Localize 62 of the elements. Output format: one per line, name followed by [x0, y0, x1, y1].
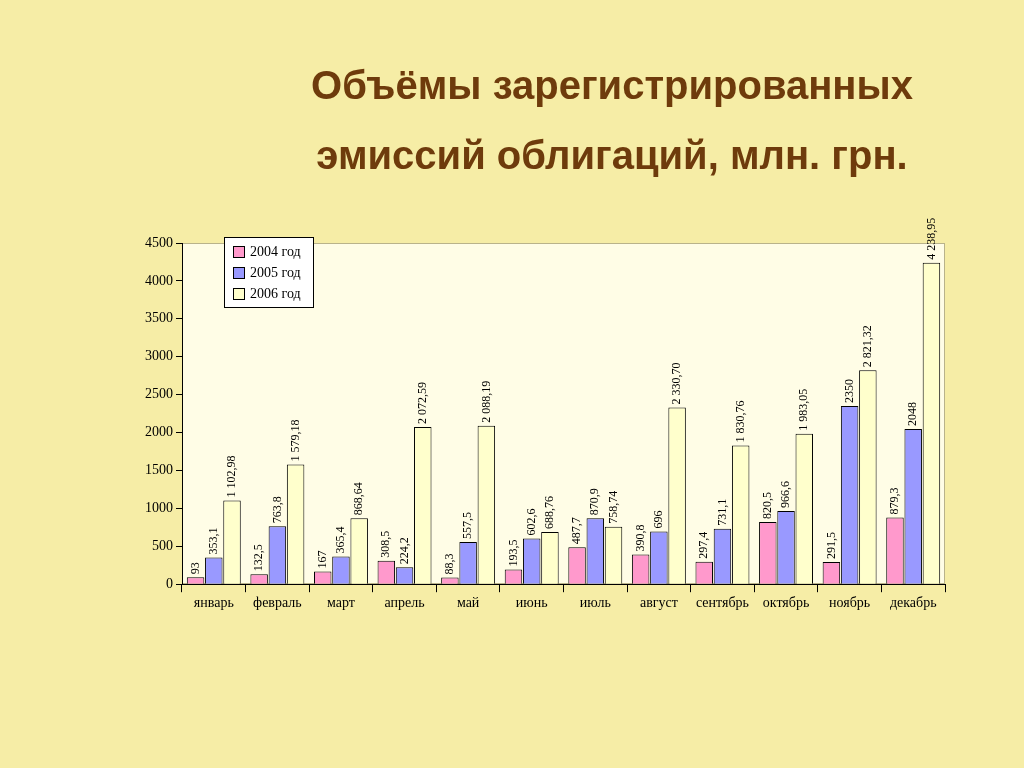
y-tick-label: 3000 [145, 348, 173, 364]
data-label: 868,64 [351, 482, 366, 516]
x-tick-label: апрель [384, 595, 425, 611]
y-tick-label: 3500 [145, 310, 173, 326]
x-tick-label: август [639, 595, 678, 611]
data-label: 88,3 [442, 553, 457, 575]
x-tick-label: июнь [515, 595, 548, 611]
legend-label: 2005 год [250, 264, 301, 282]
data-label: 731,1 [714, 498, 729, 526]
x-tick-label: сентябрь [695, 595, 749, 611]
data-label: 365,4 [333, 526, 348, 554]
legend-label: 2006 год [250, 285, 301, 303]
y-tick-label: 1500 [145, 462, 173, 478]
data-label: 2350 [841, 379, 856, 404]
data-label: 224,2 [396, 537, 411, 565]
y-tick-label: 2500 [145, 386, 173, 402]
data-label: 2 072,59 [414, 382, 429, 425]
data-label: 966,6 [778, 480, 793, 508]
x-tick-label: октябрь [762, 595, 810, 611]
y-tick-label: 4500 [145, 234, 173, 250]
data-label: 1 579,18 [287, 419, 302, 462]
data-label: 696 [651, 510, 666, 529]
y-tick-label: 1000 [145, 500, 173, 516]
x-tick-label: июль [579, 595, 611, 611]
x-tick-label: март [327, 595, 355, 611]
y-tick-label: 2000 [145, 424, 173, 440]
data-label: 763,8 [269, 496, 284, 524]
data-label: 390,8 [632, 524, 647, 552]
legend-label: 2004 год [250, 243, 301, 261]
data-label: 297,4 [696, 531, 711, 559]
data-label: 487,7 [569, 517, 584, 545]
data-label: 2 821,32 [860, 325, 875, 368]
data-label: 758,74 [605, 490, 620, 524]
data-label: 1 983,05 [796, 388, 811, 431]
x-tick-label: ноябрь [829, 595, 871, 611]
x-tick-label: январь [193, 595, 234, 611]
y-tick-label: 4000 [145, 272, 173, 288]
data-label: 193,5 [505, 539, 520, 567]
data-label: 4 238,95 [923, 217, 938, 260]
data-label: 167 [314, 550, 329, 569]
y-tick-label: 0 [166, 575, 173, 591]
data-label: 353,1 [205, 527, 220, 555]
y-tick-label: 500 [152, 537, 173, 553]
data-label: 308,5 [378, 530, 393, 558]
data-label: 1 830,76 [732, 400, 747, 443]
data-label: 688,76 [542, 495, 557, 529]
data-label: 2 088,19 [478, 380, 493, 423]
data-label: 2048 [905, 401, 920, 426]
data-label: 132,5 [251, 544, 266, 572]
data-label: 2 330,70 [669, 362, 684, 405]
data-label: 870,9 [587, 488, 602, 516]
data-label: 602,6 [523, 508, 538, 536]
data-label: 93 [187, 562, 202, 575]
x-tick-label: декабрь [889, 595, 937, 611]
data-label: 291,5 [823, 532, 838, 560]
x-tick-label: февраль [253, 595, 302, 611]
chart-title: Объёмы зарегистрированных эмиссий облигаций, млн. грн. [310, 62, 914, 179]
data-label: 1 102,98 [224, 455, 239, 498]
data-label: 557,5 [460, 511, 475, 539]
data-label: 820,5 [759, 491, 774, 519]
data-label: 879,3 [887, 487, 902, 515]
x-tick-label: май [456, 595, 480, 611]
